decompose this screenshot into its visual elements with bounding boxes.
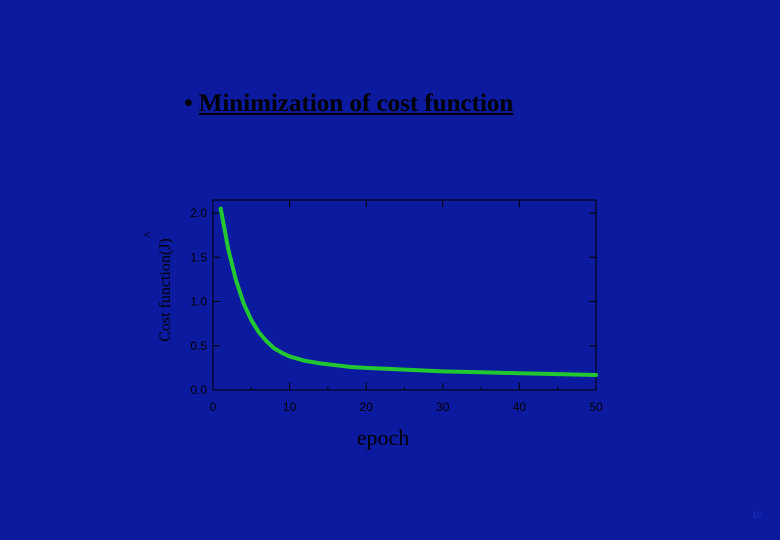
- y-tick-label: 0.5: [190, 339, 207, 353]
- cost-curve-series-0: [218, 206, 598, 377]
- x-tick-label: 0: [210, 400, 217, 414]
- series-layer: [218, 206, 598, 377]
- page-number: 10: [751, 510, 762, 520]
- x-tick-label: 40: [513, 400, 527, 414]
- title-text: Minimization of cost function: [198, 90, 514, 117]
- y-axis-title: Cost function(J): [157, 238, 174, 342]
- y-axis-title-hat: ^: [142, 231, 157, 238]
- y-tick-label: 0.0: [190, 383, 207, 397]
- plot-frame: [212, 199, 597, 391]
- x-tick-label: 30: [436, 400, 450, 414]
- tick-labels-layer: 0 10 20 30 40 50 0.0 0.5 1.0 1.5 2.0: [190, 206, 603, 414]
- x-axis-title: epoch: [357, 425, 410, 450]
- x-tick-label: 20: [360, 400, 374, 414]
- y-tick-label: 2.0: [190, 206, 207, 220]
- title-bullet: •: [184, 90, 193, 117]
- x-tick-label: 50: [589, 400, 603, 414]
- x-tick-label: 10: [283, 400, 297, 414]
- y-tick-label: 1.5: [190, 250, 207, 264]
- ticks-layer: [212, 200, 597, 391]
- y-tick-label: 1.0: [190, 295, 207, 309]
- slide-title: • Minimization of cost function: [184, 90, 513, 118]
